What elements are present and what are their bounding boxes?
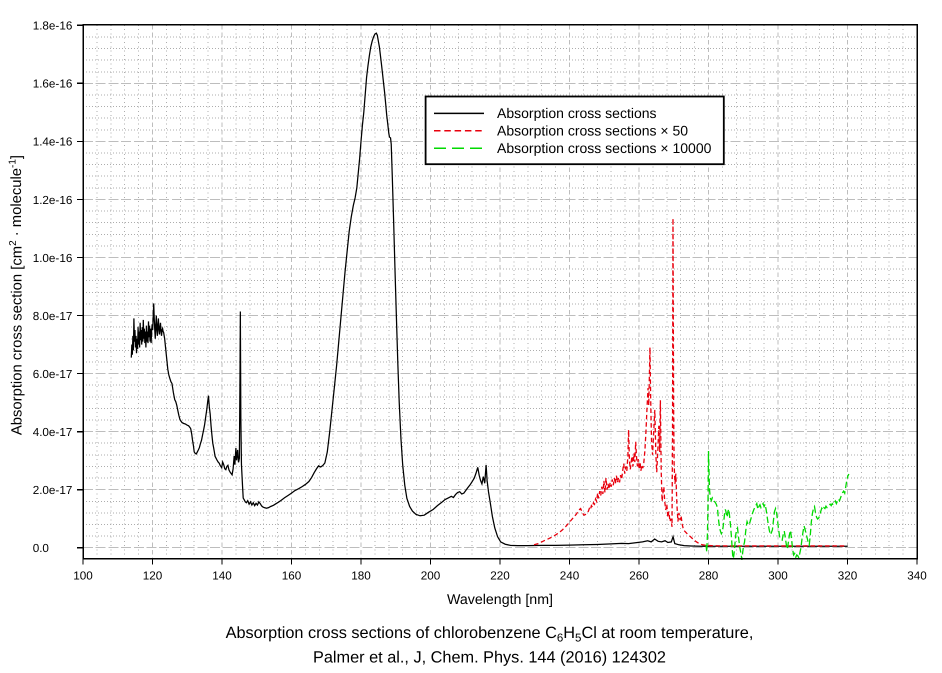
svg-text:Wavelength [nm]: Wavelength [nm]: [447, 592, 553, 608]
svg-text:6.0e-17: 6.0e-17: [33, 368, 73, 381]
svg-text:1.4e-16: 1.4e-16: [33, 136, 73, 149]
svg-text:8.0e-17: 8.0e-17: [33, 310, 73, 323]
svg-text:340: 340: [907, 570, 927, 583]
svg-text:280: 280: [699, 570, 719, 583]
svg-text:Absorption cross sections × 10: Absorption cross sections × 10000: [497, 140, 712, 156]
svg-text:220: 220: [490, 570, 510, 583]
svg-text:Absorption cross sections × 50: Absorption cross sections × 50: [497, 123, 688, 139]
svg-text:300: 300: [768, 570, 788, 583]
svg-text:0.0: 0.0: [33, 542, 50, 555]
svg-text:1.0e-16: 1.0e-16: [33, 252, 73, 265]
svg-text:120: 120: [143, 570, 163, 583]
svg-text:Absorption cross sections: Absorption cross sections: [497, 105, 657, 121]
svg-text:Palmer et al., J, Chem. Phys.: Palmer et al., J, Chem. Phys. 144 (2016)…: [313, 649, 666, 667]
svg-text:1.6e-16: 1.6e-16: [33, 78, 73, 91]
svg-text:240: 240: [560, 570, 580, 583]
svg-text:1.8e-16: 1.8e-16: [33, 20, 73, 33]
svg-text:2.0e-17: 2.0e-17: [33, 484, 73, 497]
svg-text:200: 200: [421, 570, 441, 583]
svg-text:140: 140: [212, 570, 232, 583]
svg-text:100: 100: [73, 570, 93, 583]
svg-text:260: 260: [629, 570, 649, 583]
svg-text:160: 160: [282, 570, 302, 583]
svg-text:4.0e-17: 4.0e-17: [33, 426, 73, 439]
svg-text:Absorption cross sections of c: Absorption cross sections of chlorobenze…: [226, 624, 754, 645]
svg-text:1.2e-16: 1.2e-16: [33, 194, 73, 207]
svg-text:320: 320: [838, 570, 858, 583]
svg-text:Absorption cross section [cm2: Absorption cross section [cm2 · molecule…: [8, 155, 26, 435]
svg-text:180: 180: [351, 570, 371, 583]
